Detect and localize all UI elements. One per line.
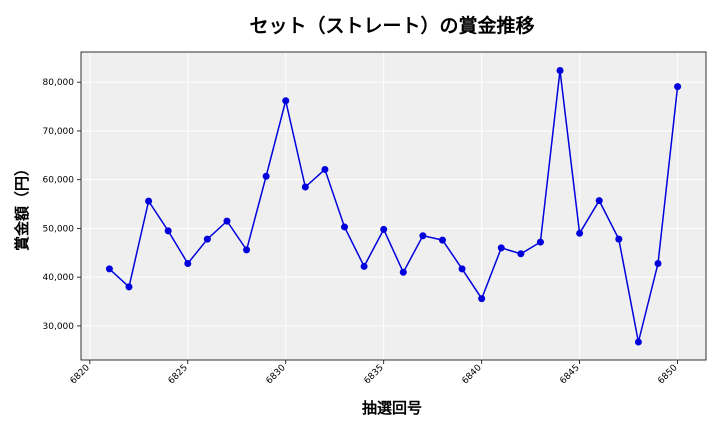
data-point xyxy=(105,265,113,273)
data-point xyxy=(497,244,505,252)
plot-area xyxy=(81,52,706,360)
y-tick-label: 40,000 xyxy=(43,273,75,283)
series xyxy=(105,67,682,346)
data-point xyxy=(164,227,172,235)
y-tick-label: 80,000 xyxy=(43,78,75,88)
data-point xyxy=(145,197,153,205)
data-point xyxy=(399,268,407,276)
data-point xyxy=(517,250,525,258)
y-tick-label: 60,000 xyxy=(43,176,75,186)
data-point xyxy=(615,235,623,243)
series-line xyxy=(108,70,679,343)
data-point xyxy=(262,172,270,180)
data-point xyxy=(184,260,192,268)
data-point xyxy=(419,232,427,240)
y-axis-label: 賞金額（円） xyxy=(13,161,31,251)
data-point xyxy=(576,229,584,237)
y-tick-label: 50,000 xyxy=(43,224,75,234)
data-point xyxy=(674,83,682,91)
data-point xyxy=(458,265,466,273)
chart-title: セット（ストレート）の賞金推移 xyxy=(249,14,534,37)
x-axis-label: 抽選回号 xyxy=(362,399,422,417)
data-point xyxy=(203,235,211,243)
data-point xyxy=(556,67,564,75)
data-point xyxy=(634,338,642,346)
y-tick-label: 30,000 xyxy=(43,322,75,332)
data-point xyxy=(654,260,662,268)
data-point xyxy=(282,97,290,105)
data-point xyxy=(125,283,133,291)
plot-frame xyxy=(80,51,707,361)
data-point xyxy=(360,262,368,270)
data-point xyxy=(478,295,486,303)
data-point xyxy=(341,223,349,231)
y-tick-label: 70,000 xyxy=(43,127,75,137)
data-point xyxy=(223,217,231,225)
data-point xyxy=(243,246,251,254)
data-point xyxy=(595,197,603,205)
data-point xyxy=(438,236,446,244)
data-point xyxy=(536,238,544,246)
data-point xyxy=(380,225,388,233)
data-point xyxy=(321,165,329,173)
data-point xyxy=(301,183,309,191)
